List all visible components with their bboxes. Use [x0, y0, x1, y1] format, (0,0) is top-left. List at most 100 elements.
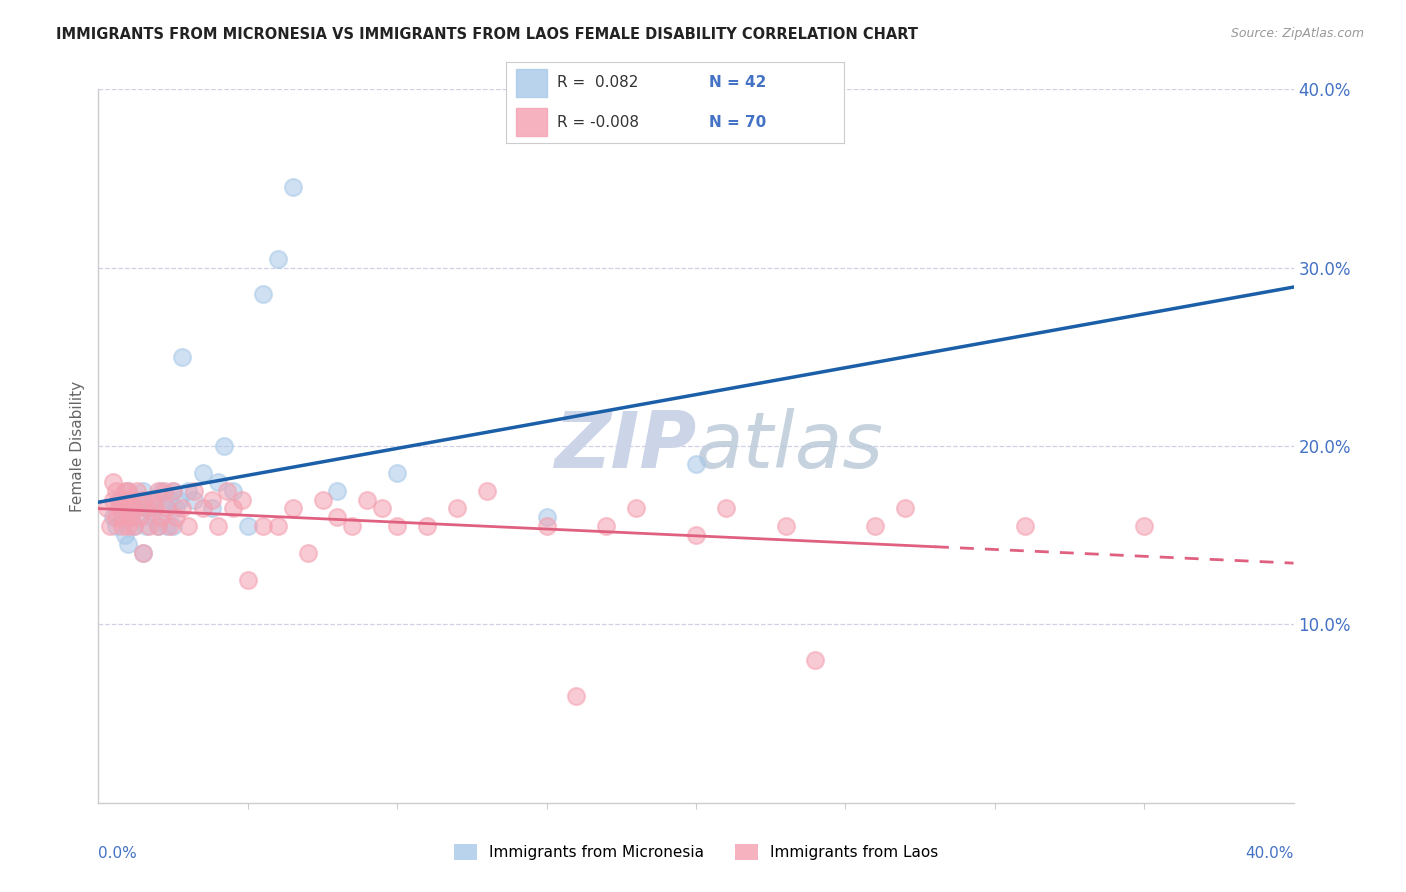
Point — [111, 510, 134, 524]
Text: N = 42: N = 42 — [709, 76, 766, 90]
Point — [159, 519, 181, 533]
Point — [114, 492, 136, 507]
Point — [281, 180, 304, 194]
Point — [117, 519, 139, 533]
Point — [536, 510, 558, 524]
Point — [132, 546, 155, 560]
Point — [132, 483, 155, 498]
Point — [894, 501, 917, 516]
Point — [153, 483, 176, 498]
Bar — [516, 69, 547, 97]
Point — [124, 519, 146, 533]
Point — [111, 501, 134, 516]
Point — [595, 519, 617, 533]
Point — [162, 519, 184, 533]
Point — [215, 483, 238, 498]
Point — [167, 492, 190, 507]
Point — [385, 519, 409, 533]
Point — [148, 519, 170, 533]
Point — [565, 689, 588, 703]
Bar — [516, 108, 547, 136]
Point — [138, 519, 160, 533]
Point — [714, 501, 737, 516]
Point — [267, 519, 290, 533]
Point — [416, 519, 439, 533]
Point — [281, 501, 304, 516]
Point — [117, 483, 139, 498]
Point — [207, 519, 229, 533]
Point — [201, 492, 224, 507]
Point — [120, 492, 142, 507]
Point — [120, 510, 142, 524]
Point — [96, 501, 118, 516]
Text: 40.0%: 40.0% — [1246, 846, 1294, 861]
Point — [236, 573, 259, 587]
Y-axis label: Female Disability: Female Disability — [70, 380, 86, 512]
Point — [626, 501, 648, 516]
Point — [114, 528, 136, 542]
Point — [865, 519, 887, 533]
Point — [222, 501, 245, 516]
Point — [252, 287, 274, 301]
Point — [804, 653, 827, 667]
Point — [150, 510, 173, 524]
Text: IMMIGRANTS FROM MICRONESIA VS IMMIGRANTS FROM LAOS FEMALE DISABILITY CORRELATION: IMMIGRANTS FROM MICRONESIA VS IMMIGRANTS… — [56, 27, 918, 42]
Point — [685, 528, 707, 542]
Point — [103, 510, 125, 524]
Point — [135, 519, 157, 533]
Legend: Immigrants from Micronesia, Immigrants from Laos: Immigrants from Micronesia, Immigrants f… — [449, 838, 943, 866]
Point — [153, 501, 176, 516]
Point — [111, 519, 134, 533]
Point — [165, 501, 187, 516]
Point — [148, 519, 170, 533]
Text: 0.0%: 0.0% — [98, 846, 138, 861]
Point — [143, 492, 166, 507]
Point — [177, 519, 200, 533]
Point — [267, 252, 290, 266]
Point — [342, 519, 364, 533]
Point — [129, 510, 152, 524]
Point — [162, 483, 184, 498]
Point — [385, 466, 409, 480]
Point — [326, 483, 349, 498]
Point — [177, 483, 200, 498]
Point — [446, 501, 468, 516]
Point — [311, 492, 333, 507]
Point — [222, 483, 245, 498]
Point — [172, 501, 194, 516]
Point — [108, 492, 131, 507]
Point — [536, 519, 558, 533]
Point — [236, 519, 259, 533]
Point — [105, 510, 128, 524]
Text: R = -0.008: R = -0.008 — [557, 115, 638, 129]
Point — [1133, 519, 1156, 533]
Point — [685, 457, 707, 471]
Point — [141, 492, 163, 507]
Point — [124, 519, 146, 533]
Point — [105, 519, 128, 533]
Point — [159, 492, 181, 507]
Text: ZIP: ZIP — [554, 408, 696, 484]
Point — [105, 483, 128, 498]
Point — [108, 492, 131, 507]
Point — [201, 501, 224, 516]
Point — [156, 501, 179, 516]
Point — [132, 492, 155, 507]
Point — [103, 475, 125, 489]
Point — [183, 492, 205, 507]
Point — [356, 492, 378, 507]
Point — [207, 475, 229, 489]
Point — [1014, 519, 1036, 533]
Point — [183, 483, 205, 498]
Point — [129, 492, 152, 507]
Text: N = 70: N = 70 — [709, 115, 766, 129]
Point — [120, 510, 142, 524]
Point — [156, 519, 179, 533]
Point — [132, 546, 155, 560]
Text: Source: ZipAtlas.com: Source: ZipAtlas.com — [1230, 27, 1364, 40]
Point — [108, 501, 131, 516]
Text: R =  0.082: R = 0.082 — [557, 76, 638, 90]
Point — [124, 501, 146, 516]
Point — [148, 483, 170, 498]
Point — [172, 350, 194, 364]
